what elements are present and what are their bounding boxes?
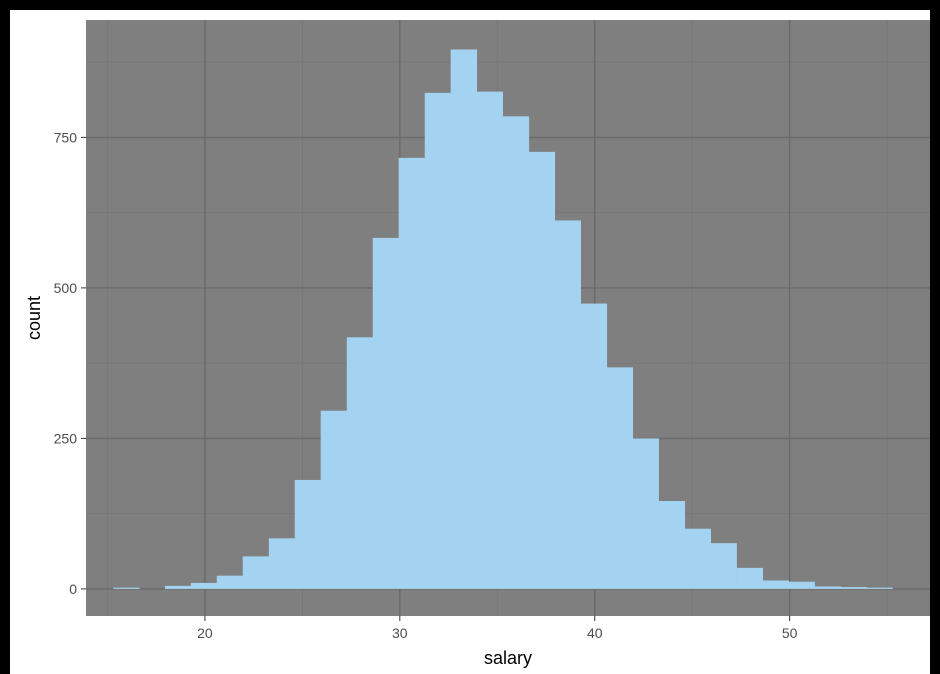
histogram-bar [814, 586, 841, 589]
histogram-bar [346, 337, 374, 589]
histogram-chart: 20 30 40 50 0 250 500 750 salary count [24, 20, 930, 668]
histogram-bar [658, 501, 686, 589]
histogram-bar [762, 580, 789, 589]
y-axis-title: count [24, 296, 44, 340]
histogram-bar [398, 157, 426, 589]
histogram-bar [684, 528, 711, 589]
histogram-bar [268, 538, 296, 589]
histogram-bar [164, 585, 192, 589]
histogram-bar [554, 220, 581, 589]
histogram-bar [450, 49, 478, 589]
y-tick-label: 250 [54, 430, 78, 446]
histogram-bar [242, 556, 270, 589]
chart-frame: 20 30 40 50 0 250 500 750 salary count [10, 10, 930, 674]
y-axis-ticks: 0 250 500 750 [54, 129, 86, 597]
histogram-bar [216, 575, 244, 589]
histogram-bar [502, 116, 530, 589]
histogram-bars [113, 49, 893, 589]
y-tick-label: 0 [69, 581, 77, 597]
x-tick-label: 40 [587, 625, 603, 641]
histogram-bar [113, 587, 140, 589]
histogram-bar [424, 92, 452, 589]
x-tick-label: 20 [197, 625, 213, 641]
histogram-bar [320, 410, 348, 589]
histogram-bar [632, 438, 659, 589]
x-tick-label: 50 [782, 625, 798, 641]
histogram-bar [528, 151, 556, 589]
histogram-bar [476, 91, 504, 589]
x-axis-title: salary [484, 648, 532, 668]
y-tick-label: 750 [54, 129, 78, 145]
histogram-bar [606, 367, 634, 589]
histogram-bar [736, 567, 764, 589]
histogram-bar [710, 543, 737, 589]
histogram-bar [372, 237, 400, 589]
histogram-bar [580, 303, 608, 589]
histogram-bar [190, 582, 218, 589]
histogram-bar [866, 587, 893, 589]
histogram-bar [788, 581, 815, 589]
y-tick-label: 500 [54, 280, 78, 296]
histogram-bar [840, 587, 867, 589]
x-axis-ticks: 20 30 40 50 [197, 616, 798, 641]
x-tick-label: 30 [392, 625, 408, 641]
histogram-bar [294, 479, 322, 589]
